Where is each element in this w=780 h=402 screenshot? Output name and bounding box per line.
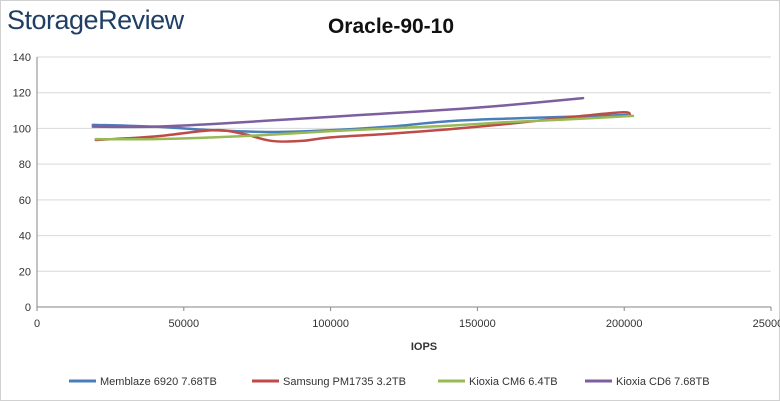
legend: Memblaze 6920 7.68TB Samsung PM1735 3.2TB…	[69, 376, 710, 388]
x-tick-label: 200000	[606, 318, 643, 330]
x-tick-label: 250000	[753, 318, 780, 330]
y-tick-label: 40	[19, 231, 31, 243]
y-axis-ticks: 0 20 40 60 80 100 120 140	[13, 52, 31, 314]
x-tick-label: 0	[34, 318, 40, 330]
x-axis-ticks: 0 50000 100000 150000 200000 250000	[34, 307, 780, 330]
y-tick-label: 80	[19, 159, 31, 171]
y-tick-label: 20	[19, 266, 31, 278]
samsung-series-line	[94, 111, 632, 143]
y-tick-label: 140	[13, 52, 31, 64]
y-tick-label: 100	[13, 123, 31, 135]
chart-title: Oracle-90-10	[327, 15, 455, 38]
legend-label: Memblaze 6920 7.68TB	[100, 376, 217, 388]
kioxia-cm6-series-line	[94, 114, 635, 141]
kioxia-cd6-series-line	[91, 96, 585, 129]
x-axis-title: IOPS	[411, 341, 437, 353]
y-tick-label: 0	[25, 302, 31, 314]
x-tick-label: 50000	[169, 318, 200, 330]
legend-item-kioxia-cm6: Kioxia CM6 6.4TB	[438, 376, 558, 388]
axes	[36, 57, 771, 308]
x-tick-label: 100000	[312, 318, 349, 330]
legend-item-samsung: Samsung PM1735 3.2TB	[252, 376, 406, 388]
legend-item-kioxia-cd6: Kioxia CD6 7.68TB	[585, 376, 710, 388]
storagereview-logo: StorageReview	[7, 5, 184, 35]
legend-label: Samsung PM1735 3.2TB	[283, 376, 406, 388]
y-tick-label: 120	[13, 88, 31, 100]
y-tick-label: 60	[19, 195, 31, 207]
grid-lines	[37, 56, 771, 272]
series-lines	[91, 96, 635, 143]
x-tick-label: 150000	[459, 318, 496, 330]
legend-label: Kioxia CD6 7.68TB	[616, 376, 710, 388]
legend-item-memblaze: Memblaze 6920 7.68TB	[69, 376, 217, 388]
legend-label: Kioxia CM6 6.4TB	[469, 376, 558, 388]
